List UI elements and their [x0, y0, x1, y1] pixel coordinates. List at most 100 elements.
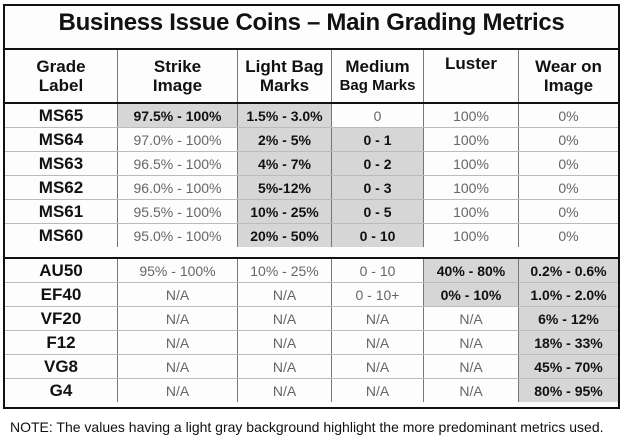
- grade-cell: EF40: [5, 283, 118, 306]
- light-bag-cell: 5%-12%: [238, 176, 332, 199]
- grade-cell: G4: [5, 379, 118, 402]
- wear-cell: 0.2% - 0.6%: [519, 259, 618, 282]
- wear-cell: 80% - 95%: [519, 379, 618, 402]
- header-text: Light Bag: [245, 57, 324, 76]
- circulated-grades-group: AU50 95% - 100% 10% - 25% 0 - 10 40% - 80% 0.…: [5, 259, 618, 402]
- medium-bag-cell: 0 - 1: [332, 128, 424, 151]
- strike-cell: N/A: [118, 379, 238, 402]
- luster-cell: N/A: [424, 307, 519, 330]
- light-bag-cell: 20% - 50%: [238, 224, 332, 247]
- table-row: MS61 95.5% - 100% 10% - 25% 0 - 5 100% 0%: [5, 199, 618, 223]
- table-row: MS64 97.0% - 100% 2% - 5% 0 - 1 100% 0%: [5, 127, 618, 151]
- header-text: Wear on: [535, 57, 602, 76]
- table-header-row: Grade Label Strike Image Light Bag Marks…: [5, 50, 618, 104]
- wear-cell: 45% - 70%: [519, 355, 618, 378]
- medium-bag-cell: 0 - 3: [332, 176, 424, 199]
- grade-cell: MS60: [5, 224, 118, 247]
- luster-cell: N/A: [424, 355, 519, 378]
- grade-cell: MS62: [5, 176, 118, 199]
- grade-cell: MS61: [5, 200, 118, 223]
- header-text: Medium: [345, 57, 410, 76]
- grade-cell: MS65: [5, 104, 118, 127]
- medium-bag-cell: 0 - 10: [332, 259, 424, 282]
- luster-cell: 0% - 10%: [424, 283, 519, 306]
- medium-bag-cell: N/A: [332, 379, 424, 402]
- wear-cell: 0%: [558, 227, 579, 244]
- medium-bag-cell: N/A: [332, 355, 424, 378]
- medium-bag-cell: 0 - 10: [332, 224, 424, 247]
- header-medium-bag-marks: Medium Bag Marks: [332, 50, 424, 102]
- page-title: Business Issue Coins – Main Grading Metr…: [58, 9, 565, 36]
- light-bag-cell: N/A: [238, 283, 332, 306]
- medium-bag-cell: N/A: [332, 331, 424, 354]
- table-row: F12 N/A N/A N/A N/A 18% - 33%: [5, 330, 618, 354]
- strike-cell: 95.5% - 100%: [118, 200, 238, 223]
- header-text: Label: [38, 76, 84, 95]
- grading-metrics-sheet: Business Issue Coins – Main Grading Metr…: [3, 4, 620, 409]
- strike-cell: 97.5% - 100%: [118, 104, 238, 127]
- wear-cell: 1.0% - 2.0%: [519, 283, 618, 306]
- wear-cell: 6% - 12%: [519, 307, 618, 330]
- grade-cell: VG8: [5, 355, 118, 378]
- header-text: Marks: [259, 76, 310, 95]
- table-row: VG8 N/A N/A N/A N/A 45% - 70%: [5, 354, 618, 378]
- strike-cell: 95% - 100%: [118, 259, 238, 282]
- header-text: Image: [152, 76, 203, 95]
- light-bag-cell: 4% - 7%: [238, 152, 332, 175]
- strike-cell: N/A: [118, 355, 238, 378]
- header-text: Image: [543, 76, 594, 95]
- wear-cell: 0%: [558, 131, 579, 148]
- strike-cell: 95.0% - 100%: [118, 224, 238, 247]
- table-row: MS62 96.0% - 100% 5%-12% 0 - 3 100% 0%: [5, 175, 618, 199]
- table-row: MS60 95.0% - 100% 20% - 50% 0 - 10 100% 0%: [5, 223, 618, 247]
- grade-cell: MS64: [5, 128, 118, 151]
- luster-cell: 100%: [424, 200, 519, 223]
- header-text: Luster: [445, 54, 497, 73]
- medium-bag-cell: 0 - 10+: [332, 283, 424, 306]
- strike-cell: 96.5% - 100%: [118, 152, 238, 175]
- wear-cell: 0%: [558, 179, 579, 196]
- wear-cell: 0%: [558, 203, 579, 220]
- table-row: AU50 95% - 100% 10% - 25% 0 - 10 40% - 80% 0.…: [5, 259, 618, 282]
- medium-bag-cell: N/A: [332, 307, 424, 330]
- header-text: Grade: [36, 57, 86, 76]
- light-bag-cell: N/A: [238, 355, 332, 378]
- wear-cell: 18% - 33%: [519, 331, 618, 354]
- grade-cell: VF20: [5, 307, 118, 330]
- ms-grades-group: MS65 97.5% - 100% 1.5% - 3.0% 0 100% 0% MS64 97…: [5, 104, 618, 247]
- strike-cell: N/A: [118, 307, 238, 330]
- grading-table: Grade Label Strike Image Light Bag Marks…: [5, 48, 618, 409]
- medium-bag-cell: 0 - 5: [332, 200, 424, 223]
- strike-cell: N/A: [118, 331, 238, 354]
- light-bag-cell: 1.5% - 3.0%: [238, 104, 332, 127]
- header-strike-image: Strike Image: [118, 50, 238, 102]
- light-bag-cell: 10% - 25%: [238, 200, 332, 223]
- medium-bag-cell: 0: [332, 104, 424, 127]
- group-separator: [5, 247, 618, 259]
- table-row: MS63 96.5% - 100% 4% - 7% 0 - 2 100% 0%: [5, 151, 618, 175]
- luster-cell: 40% - 80%: [424, 259, 519, 282]
- wear-cell: 0%: [558, 107, 579, 124]
- strike-cell: N/A: [118, 283, 238, 306]
- light-bag-cell: N/A: [238, 331, 332, 354]
- light-bag-cell: N/A: [238, 379, 332, 402]
- footnote: NOTE: The values having a light gray bac…: [10, 419, 604, 435]
- luster-cell: 100%: [424, 128, 519, 151]
- wear-cell: 0%: [558, 155, 579, 172]
- luster-cell: 100%: [424, 152, 519, 175]
- grade-cell: MS63: [5, 152, 118, 175]
- light-bag-cell: 10% - 25%: [238, 259, 332, 282]
- grade-cell: F12: [5, 331, 118, 354]
- header-wear-on-image: Wear on Image: [519, 50, 618, 102]
- light-bag-cell: 2% - 5%: [238, 128, 332, 151]
- header-grade-label: Grade Label: [5, 50, 118, 102]
- luster-cell: 100%: [424, 224, 519, 247]
- luster-cell: N/A: [424, 379, 519, 402]
- light-bag-cell: N/A: [238, 307, 332, 330]
- header-luster: Luster: [424, 50, 519, 102]
- luster-cell: 100%: [424, 176, 519, 199]
- table-row: EF40 N/A N/A 0 - 10+ 0% - 10% 1.0% - 2.0%: [5, 282, 618, 306]
- strike-cell: 97.0% - 100%: [118, 128, 238, 151]
- strike-cell: 96.0% - 100%: [118, 176, 238, 199]
- header-text: Strike: [153, 57, 202, 76]
